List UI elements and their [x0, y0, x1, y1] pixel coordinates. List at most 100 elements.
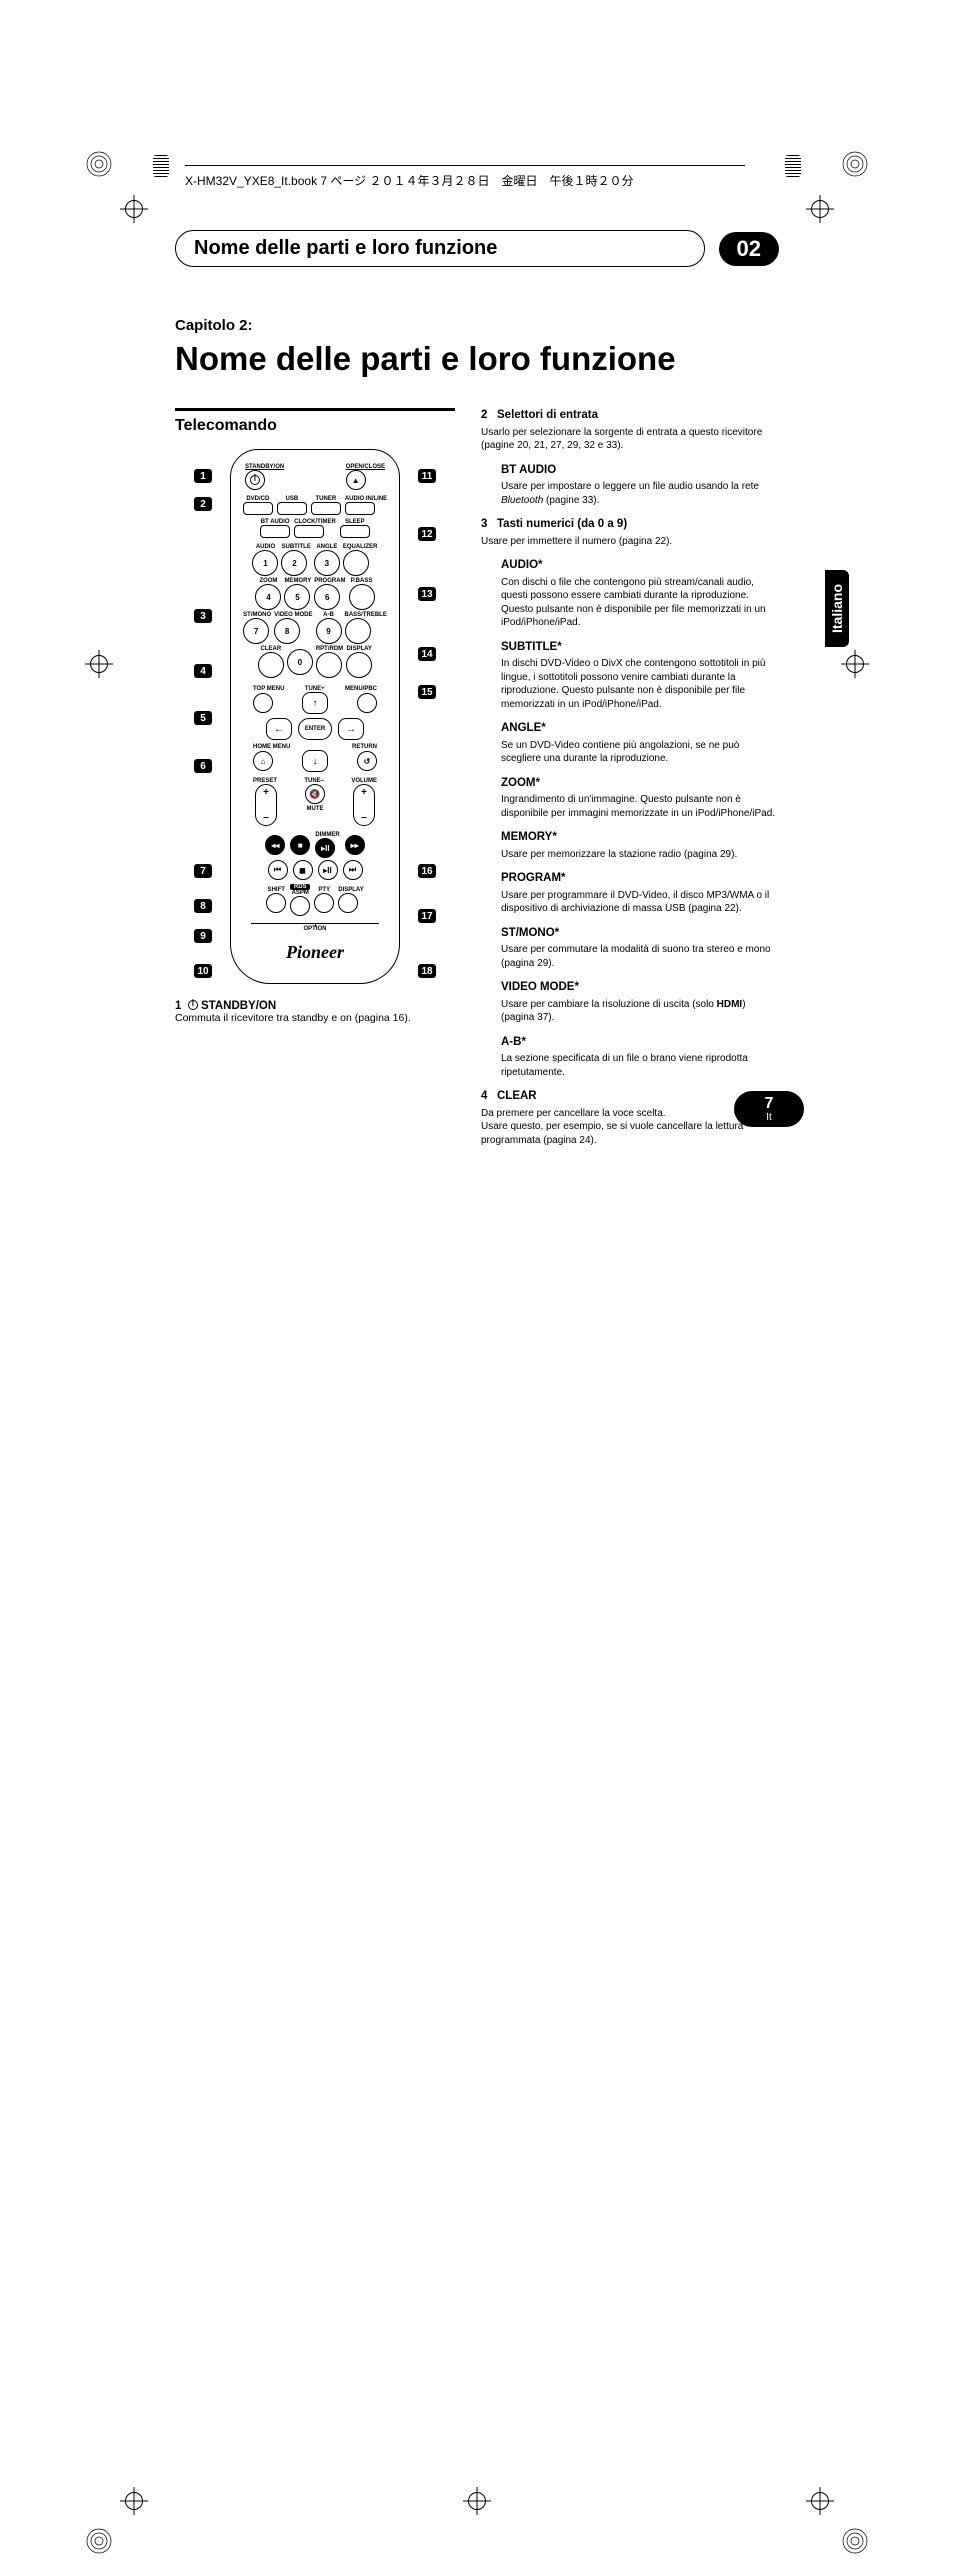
remote-menupbc-button[interactable] — [357, 693, 377, 713]
remote-sleep-button[interactable] — [340, 525, 370, 538]
remote-home-button[interactable]: ⌂ — [253, 751, 273, 771]
arrow-left-icon: ← — [274, 724, 284, 735]
callout-2: 2 — [194, 497, 212, 511]
callout-10: 10 — [194, 964, 212, 978]
remote-4-button[interactable]: 4 — [255, 584, 281, 610]
remote-return-button[interactable]: ↺ — [357, 751, 377, 771]
remote-7-button[interactable]: 7 — [243, 618, 269, 644]
remote-6-button[interactable]: 6 — [314, 584, 340, 610]
entry-num: 4 — [481, 1090, 487, 1102]
callout-18: 18 — [418, 964, 436, 978]
remote-play-button[interactable]: ▸II — [315, 838, 335, 858]
remote-aux-button[interactable] — [345, 502, 375, 515]
entry-title: ST/MONO* — [501, 926, 779, 942]
entry-title: MEMORY* — [501, 830, 779, 846]
callout-11: 11 — [418, 469, 436, 483]
entry-title: A-B* — [501, 1035, 779, 1051]
callout-9: 9 — [194, 929, 212, 943]
remote-next-button[interactable]: ⏭ — [343, 860, 363, 880]
entry-num: 2 — [481, 409, 487, 421]
crosshair-icon — [806, 2487, 834, 2515]
remote-5-button[interactable]: 5 — [284, 584, 310, 610]
remote-open-button[interactable]: ▲ — [346, 470, 366, 490]
label-display: DISPLAY — [346, 646, 372, 652]
callout-4: 4 — [194, 664, 212, 678]
page-number: 7 — [765, 1096, 774, 1112]
remote-clear-button[interactable] — [258, 652, 284, 678]
entry-text: Usare per impostare o leggere un file au… — [501, 481, 759, 506]
remote-topmenu-button[interactable] — [253, 693, 273, 713]
entry-title: ZOOM* — [501, 776, 779, 792]
callout-8: 8 — [194, 899, 212, 913]
remote-dvd-button[interactable] — [243, 502, 273, 515]
right-column: 2 Selettori di entrata Usarlo per selezi… — [481, 408, 779, 1157]
remote-0-button[interactable]: 0 — [287, 649, 313, 675]
section-header: Nome delle parti e loro funzione 02 — [175, 230, 779, 267]
remote-volume-button[interactable]: +– — [353, 784, 375, 826]
option-brace — [251, 918, 379, 924]
remote-rew-button[interactable]: ◂◂ — [265, 835, 285, 855]
remote-3-button[interactable]: 3 — [314, 550, 340, 576]
file-path-strip: X-HM32V_YXE8_It.book 7 ページ ２０１４年３月２８日 金曜… — [185, 165, 745, 189]
remote-preset-button[interactable]: +– — [255, 784, 277, 826]
remote-down-button[interactable]: ↓ — [302, 750, 328, 772]
remote-standby-button[interactable] — [245, 470, 265, 490]
remote-play2-button[interactable]: ▸II — [318, 860, 338, 880]
target-icon — [85, 2527, 113, 2555]
label-dimmer: DIMMER — [315, 832, 339, 838]
remote-display-button[interactable] — [346, 652, 372, 678]
remote-display2-button[interactable] — [338, 893, 358, 913]
entry-title: PROGRAM* — [501, 871, 779, 887]
remote-bass-button[interactable] — [345, 618, 371, 644]
label-vmode: VIDEO MODE — [274, 612, 312, 618]
remote-stop-button[interactable]: ■ — [290, 835, 310, 855]
remote-shift-button[interactable] — [266, 893, 286, 913]
label-shift: SHIFT — [266, 887, 286, 893]
label-aspm: ASPM — [290, 890, 310, 896]
label-pbass: P.BASS — [349, 578, 375, 584]
label-ab: A-B — [316, 612, 342, 618]
remote-rpt-button[interactable] — [316, 652, 342, 678]
mute-icon: 🔇 — [309, 789, 320, 800]
label-display2: DISPLAY — [338, 887, 363, 893]
remote-diagram: 1 2 3 4 5 6 7 8 9 10 11 12 13 14 15 16 1… — [200, 449, 430, 984]
entry-text: La sezione specificata di un file o bran… — [501, 1052, 779, 1079]
remote-1-button[interactable]: 1 — [252, 550, 278, 576]
remote-8-button[interactable]: 8 — [274, 618, 300, 644]
remote-stop2-button[interactable]: ◼ — [293, 860, 313, 880]
label-audio: AUDIO — [252, 544, 278, 550]
return-icon: ↺ — [364, 757, 371, 766]
remote-pbass-button[interactable] — [349, 584, 375, 610]
remote-usb-button[interactable] — [277, 502, 307, 515]
remote-bt-button[interactable] — [260, 525, 290, 538]
remote-aspm-button[interactable] — [290, 896, 310, 916]
entry-text: Usare per commutare la modalità di suono… — [501, 943, 779, 970]
label-subtitle: SUBTITLE — [281, 544, 310, 550]
entry-title: SUBTITLE* — [501, 640, 779, 656]
chapter-label: Capitolo 2: — [175, 317, 779, 334]
entry-text: Usare questo, per esempio, se si vuole c… — [481, 1120, 779, 1147]
remote-left-button[interactable]: ← — [266, 718, 292, 740]
label-stmono: ST/MONO — [243, 612, 271, 618]
remote-up-button[interactable]: ↑ — [302, 692, 328, 714]
remote-enter-button[interactable]: ENTER — [298, 718, 332, 740]
entry-1: 1 STANDBY/ON Commuta il ricevitore tra s… — [175, 1000, 455, 1024]
entry-text: Usarlo per selezionare la sorgente di en… — [481, 426, 779, 453]
brand-logo: Pioneer — [241, 942, 389, 963]
entry-title: Selettori di entrata — [497, 409, 598, 421]
remote-eq-button[interactable] — [343, 550, 369, 576]
section-number-badge: 02 — [719, 232, 779, 266]
label-bass: BASS/TREBLE — [345, 612, 387, 618]
remote-right-button[interactable]: → — [338, 718, 364, 740]
entry-num: 1 — [175, 1000, 181, 1012]
remote-mute-button[interactable]: 🔇 — [305, 784, 325, 804]
remote-2-button[interactable]: 2 — [281, 550, 307, 576]
label-mute: MUTE — [305, 806, 325, 812]
remote-fwd-button[interactable]: ▸▸ — [345, 835, 365, 855]
remote-9-button[interactable]: 9 — [316, 618, 342, 644]
remote-pty-button[interactable] — [314, 893, 334, 913]
remote-clock-button[interactable] — [294, 525, 324, 538]
label-clock: CLOCK/TIMER — [294, 519, 336, 525]
remote-prev-button[interactable]: ⏮ — [268, 860, 288, 880]
remote-tuner-button[interactable] — [311, 502, 341, 515]
